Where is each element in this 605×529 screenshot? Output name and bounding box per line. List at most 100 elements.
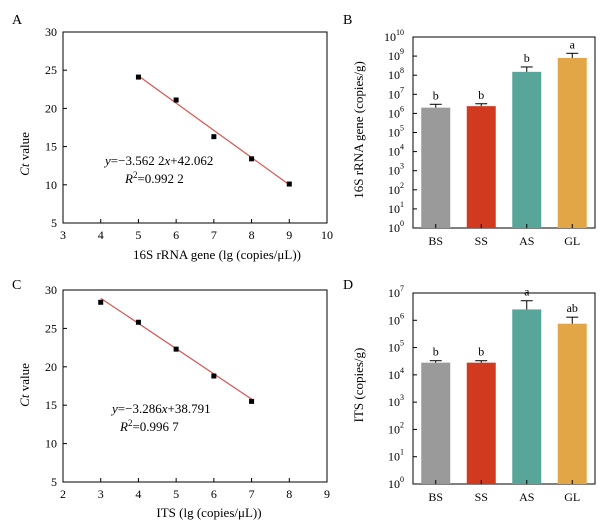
panel-c-x-axis-label: ITS (lg (copies/μL)) — [156, 505, 261, 520]
panel-b-significance-letter: b — [524, 51, 530, 65]
panel-d-y-axis-label: ITS (copies/g) — [351, 348, 366, 423]
panel-b-y-tick-label: 107 — [388, 85, 404, 101]
panel-b-category-label: AS — [519, 234, 534, 248]
panel-c-y-tick-label: 5 — [51, 475, 57, 489]
panel-d-category-label: GL — [564, 490, 580, 504]
panel-b-y-tick-label: 1010 — [384, 28, 404, 44]
panel-b-y-tick-label: 102 — [388, 181, 404, 197]
panel-c-x-tick-label: 7 — [249, 487, 255, 501]
panel-d-bar-bs — [421, 362, 451, 484]
panel-c-r-squared: R2=0.996 7 — [119, 418, 179, 434]
panel-c-y-tick-label: 15 — [45, 398, 57, 412]
panel-d-significance-letter: ab — [567, 301, 578, 315]
panel-d-y-tick-label: 107 — [388, 284, 404, 300]
panel-a-ct-16s-standard-curve: A 16S rRNA gene (lg (copies/μL)) Ct valu… — [12, 13, 333, 262]
panel-c-x-tick-label: 5 — [173, 487, 179, 501]
panel-a-x-tick-label: 7 — [211, 228, 217, 242]
panel-d-category-label: AS — [519, 490, 534, 504]
panel-b-y-tick-label: 108 — [388, 66, 404, 82]
panel-c-y-axis-label: Ct value — [17, 363, 32, 407]
panel-b-significance-letter: a — [570, 37, 576, 51]
panel-d-significance-letter: a — [524, 285, 530, 299]
panel-a-regression-equation: y=−3.562 2x+42.062 — [103, 153, 213, 168]
panel-d-plot-frame — [412, 292, 596, 485]
panel-b-16s-copies-bar-chart: B 16S rRNA gene (copies/g) 100 101 102 103 1… — [343, 13, 596, 248]
panel-d-significance-letter: b — [433, 345, 439, 359]
panel-b-y-axis-label: 16S rRNA gene (copies/g) — [351, 61, 366, 199]
panel-d-its-copies-bar-chart: D ITS (copies/g) 100 101 102 103 104 105 106 10… — [343, 278, 596, 504]
panel-b-y-tick-label: 109 — [388, 47, 404, 63]
panel-b-letter: B — [343, 13, 352, 28]
panel-b-y-tick-label: 106 — [388, 104, 404, 120]
panel-c-x-tick-label: 8 — [286, 487, 292, 501]
panel-c-x-tick-label: 4 — [135, 487, 141, 501]
panel-d-category-label: SS — [475, 490, 488, 504]
panel-c-data-point — [249, 398, 255, 404]
panel-d-bar-ss — [466, 362, 496, 484]
panel-b-category-label: SS — [475, 234, 488, 248]
panel-c-data-point — [135, 319, 141, 325]
panel-d-y-tick-label: 100 — [388, 475, 404, 491]
panel-c-x-tick-label: 3 — [98, 487, 104, 501]
panel-c-y-tick-label: 30 — [45, 283, 57, 297]
panel-a-x-tick-label: 4 — [98, 228, 104, 242]
panel-c-x-tick-label: 2 — [60, 487, 66, 501]
panel-b-y-tick-label: 104 — [388, 143, 404, 159]
panel-a-y-tick-label: 30 — [45, 25, 57, 39]
panel-a-y-tick-label: 10 — [45, 178, 57, 192]
panel-a-data-point — [135, 74, 141, 80]
panel-b-bar-as — [512, 71, 542, 228]
panel-c-data-point — [211, 373, 217, 379]
panel-a-fit-line — [138, 75, 290, 186]
panel-c-plot-frame — [62, 289, 328, 483]
panel-b-bar-ss — [466, 106, 496, 228]
panel-b-bar-gl — [557, 57, 587, 228]
panel-d-y-tick-label: 103 — [388, 393, 404, 409]
panel-c-x-tick-label: 9 — [324, 487, 330, 501]
panel-c-x-tick-label: 6 — [211, 487, 217, 501]
panel-b-significance-letter: b — [478, 88, 484, 102]
panel-a-x-tick-label: 3 — [60, 228, 66, 242]
panel-b-category-label: BS — [428, 234, 443, 248]
panel-d-y-tick-label: 105 — [388, 339, 404, 355]
panel-a-y-tick-label: 5 — [51, 216, 57, 230]
panel-d-category-label: BS — [428, 490, 443, 504]
panel-a-y-tick-label: 25 — [45, 63, 57, 77]
panel-a-data-point — [211, 134, 217, 140]
panel-a-plot-frame — [62, 31, 328, 224]
panel-d-y-tick-label: 101 — [388, 448, 404, 464]
panel-a-y-tick-label: 15 — [45, 140, 57, 154]
panel-a-x-tick-label: 6 — [173, 228, 179, 242]
panel-d-bar-gl — [557, 323, 587, 484]
panel-a-letter: A — [12, 13, 23, 28]
panel-a-data-point — [173, 97, 179, 103]
panel-d-y-tick-label: 106 — [388, 311, 404, 327]
panel-a-x-tick-label: 5 — [135, 228, 141, 242]
panel-c-data-point — [98, 299, 104, 305]
panel-d-bar-as — [512, 309, 542, 484]
panel-b-y-tick-label: 105 — [388, 124, 404, 140]
panel-c-data-point — [173, 346, 179, 352]
panel-b-bar-bs — [421, 107, 451, 228]
panel-a-r-squared: R2=0.992 2 — [124, 170, 184, 186]
panel-a-y-axis-label: Ct value — [17, 132, 32, 176]
panel-c-y-tick-label: 25 — [45, 321, 57, 335]
panel-a-data-point — [249, 156, 255, 162]
panel-b-y-tick-label: 100 — [388, 219, 404, 235]
panel-a-x-tick-label: 9 — [286, 228, 292, 242]
panel-c-ct-its-standard-curve: C ITS (lg (copies/μL)) Ct value y=−3.286… — [12, 278, 330, 520]
panel-a-data-point — [286, 181, 292, 187]
panel-a-x-tick-label: 10 — [321, 228, 333, 242]
panel-a-y-tick-label: 20 — [45, 101, 57, 115]
panel-d-y-tick-label: 102 — [388, 420, 404, 436]
panel-c-regression-equation: y=−3.286x+38.791 — [110, 401, 211, 416]
panel-c-y-tick-label: 20 — [45, 360, 57, 374]
panel-c-y-tick-label: 10 — [45, 437, 57, 451]
panel-a-x-axis-label: 16S rRNA gene (lg (copies/μL)) — [133, 247, 301, 262]
panel-b-y-tick-label: 101 — [388, 200, 404, 216]
panel-a-x-tick-label: 8 — [249, 228, 255, 242]
panel-b-y-tick-label: 103 — [388, 162, 404, 178]
panel-b-significance-letter: b — [433, 88, 439, 102]
panel-b-category-label: GL — [564, 234, 580, 248]
